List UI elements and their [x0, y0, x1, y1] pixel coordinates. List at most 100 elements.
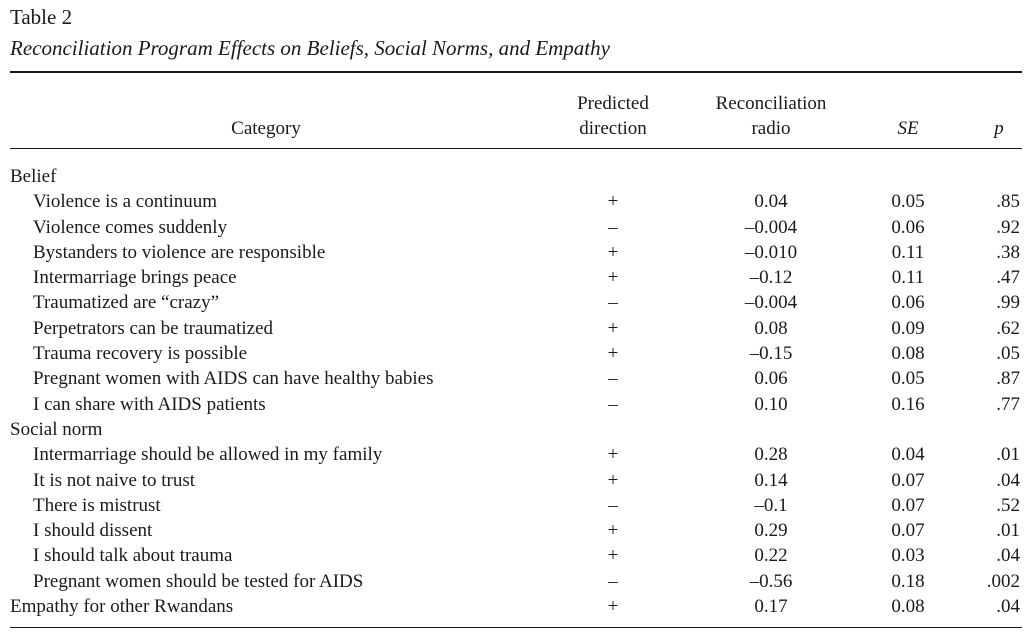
row-reconciliation-value: –0.010 [744, 241, 798, 263]
row-reconciliation-value: 0.29 [754, 520, 788, 542]
row-se-value: 0.11 [891, 241, 925, 263]
row-label: Perpetrators can be traumatized [33, 317, 274, 339]
row-category-label: Social norm [10, 418, 103, 440]
row-p-value: .85 [996, 191, 1020, 213]
row-p-value: .04 [996, 545, 1020, 567]
row-predicted-direction: – [608, 393, 618, 415]
table-row: I should dissent +0.29 0.07 .01 [0, 518, 1029, 543]
table-group-row: Belief [0, 164, 1029, 189]
bottom-rule [10, 627, 1022, 628]
row-p-value: .01 [996, 520, 1020, 542]
row-label: I should dissent [33, 520, 153, 542]
row-reconciliation-value: 0.17 [754, 596, 788, 618]
row-label: Empathy for other Rwandans [10, 596, 234, 618]
row-p-value: .99 [996, 292, 1020, 314]
table-row: Trauma recovery is possible + –0.15 0.08 .05 [0, 341, 1029, 366]
row-label: I should talk about trauma [33, 545, 233, 567]
header-category-label: Category [231, 118, 301, 139]
row-predicted-direction: + [607, 343, 619, 365]
row-reconciliation-value: –0.12 [749, 267, 793, 289]
row-se-value: 0.06 [891, 216, 925, 238]
row-reconciliation-value: 0.04 [754, 191, 788, 213]
header-p: p [974, 116, 1024, 141]
row-predicted-direction: + [607, 520, 619, 542]
row-se-value: 0.05 [891, 368, 925, 390]
table-row: I should talk about trauma +0.22 0.03 .04 [0, 543, 1029, 568]
row-p-value: .92 [996, 216, 1020, 238]
row-predicted-direction: – [608, 494, 618, 516]
row-se-value: 0.06 [891, 292, 925, 314]
row-predicted-direction: + [607, 596, 619, 618]
row-reconciliation-value: 0.22 [754, 545, 788, 567]
row-reconciliation-value: –0.004 [744, 292, 798, 314]
table-body: Belief Violence is a continuum +0.04 0.05 .8… [0, 164, 1029, 619]
row-label: Bystanders to violence are responsible [33, 241, 326, 263]
row-label: Traumatized are “crazy” [33, 292, 220, 314]
row-se-value: 0.08 [891, 343, 925, 365]
header-p-label: p [994, 118, 1004, 139]
row-label: Violence is a continuum [33, 191, 218, 213]
row-predicted-direction: – [608, 570, 618, 592]
row-se-value: 0.05 [891, 191, 925, 213]
row-p-value: .38 [996, 241, 1020, 263]
table-group-row: Social norm [0, 417, 1029, 442]
table-row: Intermarriage brings peace + –0.12 0.11 .47 [0, 265, 1029, 290]
row-p-value: .87 [996, 368, 1020, 390]
header-recon-line1: Reconciliation [715, 93, 827, 114]
header-se: SE [868, 116, 948, 141]
row-p-value: .002 [986, 570, 1020, 592]
table-row: Violence comes suddenly – –0.004 0.06 .92 [0, 215, 1029, 240]
row-reconciliation-value: 0.10 [754, 393, 788, 415]
table-row: Bystanders to violence are responsible + –… [0, 240, 1029, 265]
row-reconciliation-value: 0.28 [754, 444, 788, 466]
header-recon-line2: radio [751, 118, 791, 139]
row-predicted-direction: – [608, 368, 618, 390]
header-predicted-line2: direction [579, 118, 647, 139]
row-p-value: .47 [996, 267, 1020, 289]
table-row: Pregnant women should be tested for AIDS… [0, 569, 1029, 594]
row-label: Intermarriage should be allowed in my fa… [33, 444, 383, 466]
table-row: Violence is a continuum +0.04 0.05 .85 [0, 189, 1029, 214]
row-se-value: 0.11 [891, 267, 925, 289]
table-row: Traumatized are “crazy” – –0.004 0.06 .99 [0, 290, 1029, 315]
row-reconciliation-value: –0.004 [744, 216, 798, 238]
row-se-value: 0.04 [891, 444, 925, 466]
row-label: It is not naive to trust [33, 469, 196, 491]
top-rule [10, 71, 1022, 73]
table-row: Pregnant women with AIDS can have health… [0, 366, 1029, 391]
header-predicted-line1: Predicted [577, 93, 649, 114]
row-reconciliation-value: 0.08 [754, 317, 788, 339]
header-se-label: SE [897, 118, 919, 139]
table-label: Table 2 [10, 5, 73, 29]
row-se-value: 0.16 [891, 393, 925, 415]
row-se-value: 0.07 [891, 494, 925, 516]
row-p-value: .62 [996, 317, 1020, 339]
row-label: I can share with AIDS patients [33, 393, 266, 415]
table-row: Perpetrators can be traumatized +0.08 0.09… [0, 316, 1029, 341]
row-reconciliation-value: 0.14 [754, 469, 788, 491]
row-label: Violence comes suddenly [33, 216, 228, 238]
row-p-value: .04 [996, 469, 1020, 491]
row-predicted-direction: + [607, 191, 619, 213]
row-predicted-direction: – [608, 292, 618, 314]
row-predicted-direction: + [607, 241, 619, 263]
table-row: I can share with AIDS patients – 0.10 0.16.… [0, 392, 1029, 417]
header-category: Category [166, 116, 366, 141]
row-reconciliation-value: 0.06 [754, 368, 788, 390]
row-label: There is mistrust [33, 494, 161, 516]
row-p-value: .05 [996, 343, 1020, 365]
row-predicted-direction: + [607, 317, 619, 339]
row-reconciliation-value: –0.1 [754, 494, 788, 516]
row-label: Pregnant women with AIDS can have health… [33, 368, 434, 390]
row-se-value: 0.07 [891, 520, 925, 542]
row-predicted-direction: + [607, 469, 619, 491]
row-label: Intermarriage brings peace [33, 267, 237, 289]
row-predicted-direction: – [608, 216, 618, 238]
row-reconciliation-value: –0.56 [749, 570, 793, 592]
row-se-value: 0.08 [891, 596, 925, 618]
table-row: It is not naive to trust +0.14 0.07 .04 [0, 468, 1029, 493]
row-se-value: 0.03 [891, 545, 925, 567]
row-reconciliation-value: –0.15 [749, 343, 793, 365]
header-rule [10, 148, 1022, 149]
row-p-value: .52 [996, 494, 1020, 516]
